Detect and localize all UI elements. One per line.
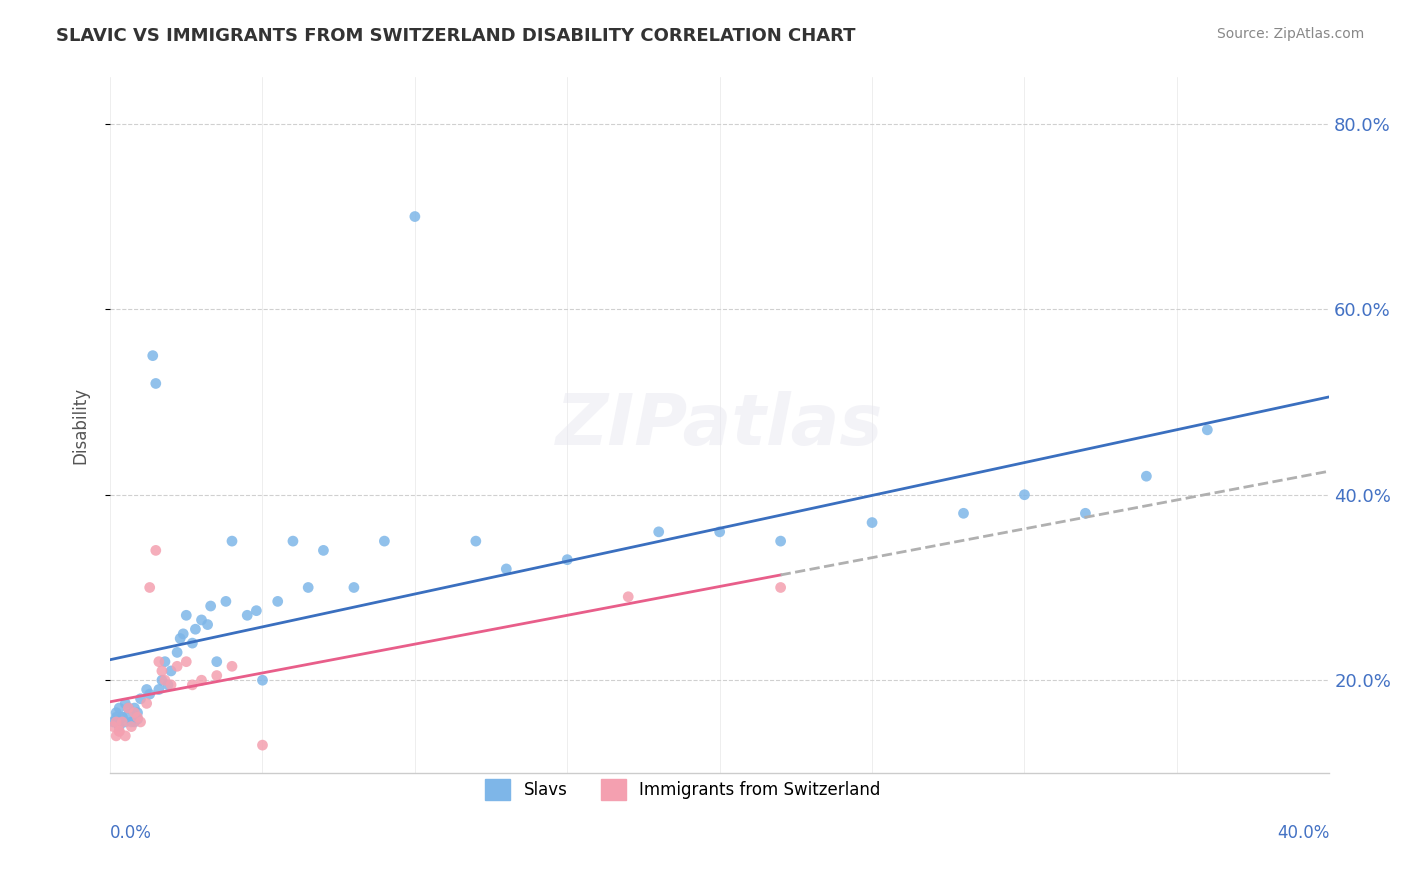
- Legend: Slavs, Immigrants from Switzerland: Slavs, Immigrants from Switzerland: [479, 772, 887, 806]
- Point: [495, 562, 517, 576]
- Point: [373, 534, 395, 549]
- Point: [117, 707, 139, 722]
- Point: [105, 714, 128, 729]
- Point: [952, 506, 974, 520]
- Point: [190, 613, 212, 627]
- Point: [105, 706, 128, 720]
- Point: [555, 552, 578, 566]
- Text: Source: ZipAtlas.com: Source: ZipAtlas.com: [1216, 27, 1364, 41]
- Point: [101, 714, 124, 729]
- Point: [120, 720, 142, 734]
- Point: [169, 632, 191, 646]
- Point: [464, 534, 486, 549]
- Point: [108, 720, 131, 734]
- Point: [160, 678, 183, 692]
- Point: [205, 655, 228, 669]
- Point: [252, 738, 274, 752]
- Point: [236, 608, 259, 623]
- Point: [312, 543, 335, 558]
- Point: [111, 710, 134, 724]
- Point: [281, 534, 304, 549]
- Point: [709, 524, 731, 539]
- Point: [215, 594, 238, 608]
- Point: [135, 682, 157, 697]
- Text: 40.0%: 40.0%: [1277, 824, 1329, 842]
- Point: [105, 710, 128, 724]
- Point: [267, 594, 290, 608]
- Point: [647, 524, 669, 539]
- Point: [181, 636, 204, 650]
- Point: [108, 701, 131, 715]
- Point: [135, 697, 157, 711]
- Point: [1014, 488, 1036, 502]
- Point: [197, 617, 219, 632]
- Point: [190, 673, 212, 688]
- Y-axis label: Disability: Disability: [72, 386, 89, 464]
- Point: [156, 678, 179, 692]
- Point: [221, 659, 243, 673]
- Point: [120, 714, 142, 729]
- Point: [172, 627, 194, 641]
- Point: [252, 673, 274, 688]
- Point: [138, 687, 160, 701]
- Point: [127, 710, 149, 724]
- Point: [860, 516, 883, 530]
- Point: [174, 655, 197, 669]
- Point: [108, 724, 131, 739]
- Point: [129, 691, 152, 706]
- Point: [148, 682, 170, 697]
- Point: [1197, 423, 1219, 437]
- Point: [1135, 469, 1157, 483]
- Point: [174, 608, 197, 623]
- Point: [124, 701, 146, 715]
- Point: [153, 655, 176, 669]
- Point: [124, 714, 146, 729]
- Point: [160, 664, 183, 678]
- Point: [184, 622, 207, 636]
- Point: [404, 210, 426, 224]
- Point: [769, 581, 792, 595]
- Point: [617, 590, 640, 604]
- Point: [145, 543, 167, 558]
- Point: [205, 668, 228, 682]
- Point: [124, 706, 146, 720]
- Point: [111, 714, 134, 729]
- Point: [166, 645, 188, 659]
- Point: [127, 712, 149, 726]
- Point: [111, 710, 134, 724]
- Point: [769, 534, 792, 549]
- Point: [127, 706, 149, 720]
- Point: [145, 376, 167, 391]
- Point: [129, 714, 152, 729]
- Point: [150, 673, 173, 688]
- Point: [114, 697, 136, 711]
- Point: [142, 349, 165, 363]
- Point: [166, 659, 188, 673]
- Point: [221, 534, 243, 549]
- Point: [181, 678, 204, 692]
- Point: [1074, 506, 1097, 520]
- Point: [117, 701, 139, 715]
- Point: [245, 604, 267, 618]
- Point: [153, 673, 176, 688]
- Point: [114, 714, 136, 729]
- Text: 0.0%: 0.0%: [110, 824, 152, 842]
- Point: [105, 729, 128, 743]
- Text: ZIPatlas: ZIPatlas: [555, 391, 883, 459]
- Point: [150, 664, 173, 678]
- Text: SLAVIC VS IMMIGRANTS FROM SWITZERLAND DISABILITY CORRELATION CHART: SLAVIC VS IMMIGRANTS FROM SWITZERLAND DI…: [56, 27, 856, 45]
- Point: [114, 729, 136, 743]
- Point: [148, 655, 170, 669]
- Point: [138, 581, 160, 595]
- Point: [101, 720, 124, 734]
- Point: [108, 724, 131, 739]
- Point: [200, 599, 222, 613]
- Point: [297, 581, 319, 595]
- Point: [343, 581, 366, 595]
- Point: [117, 701, 139, 715]
